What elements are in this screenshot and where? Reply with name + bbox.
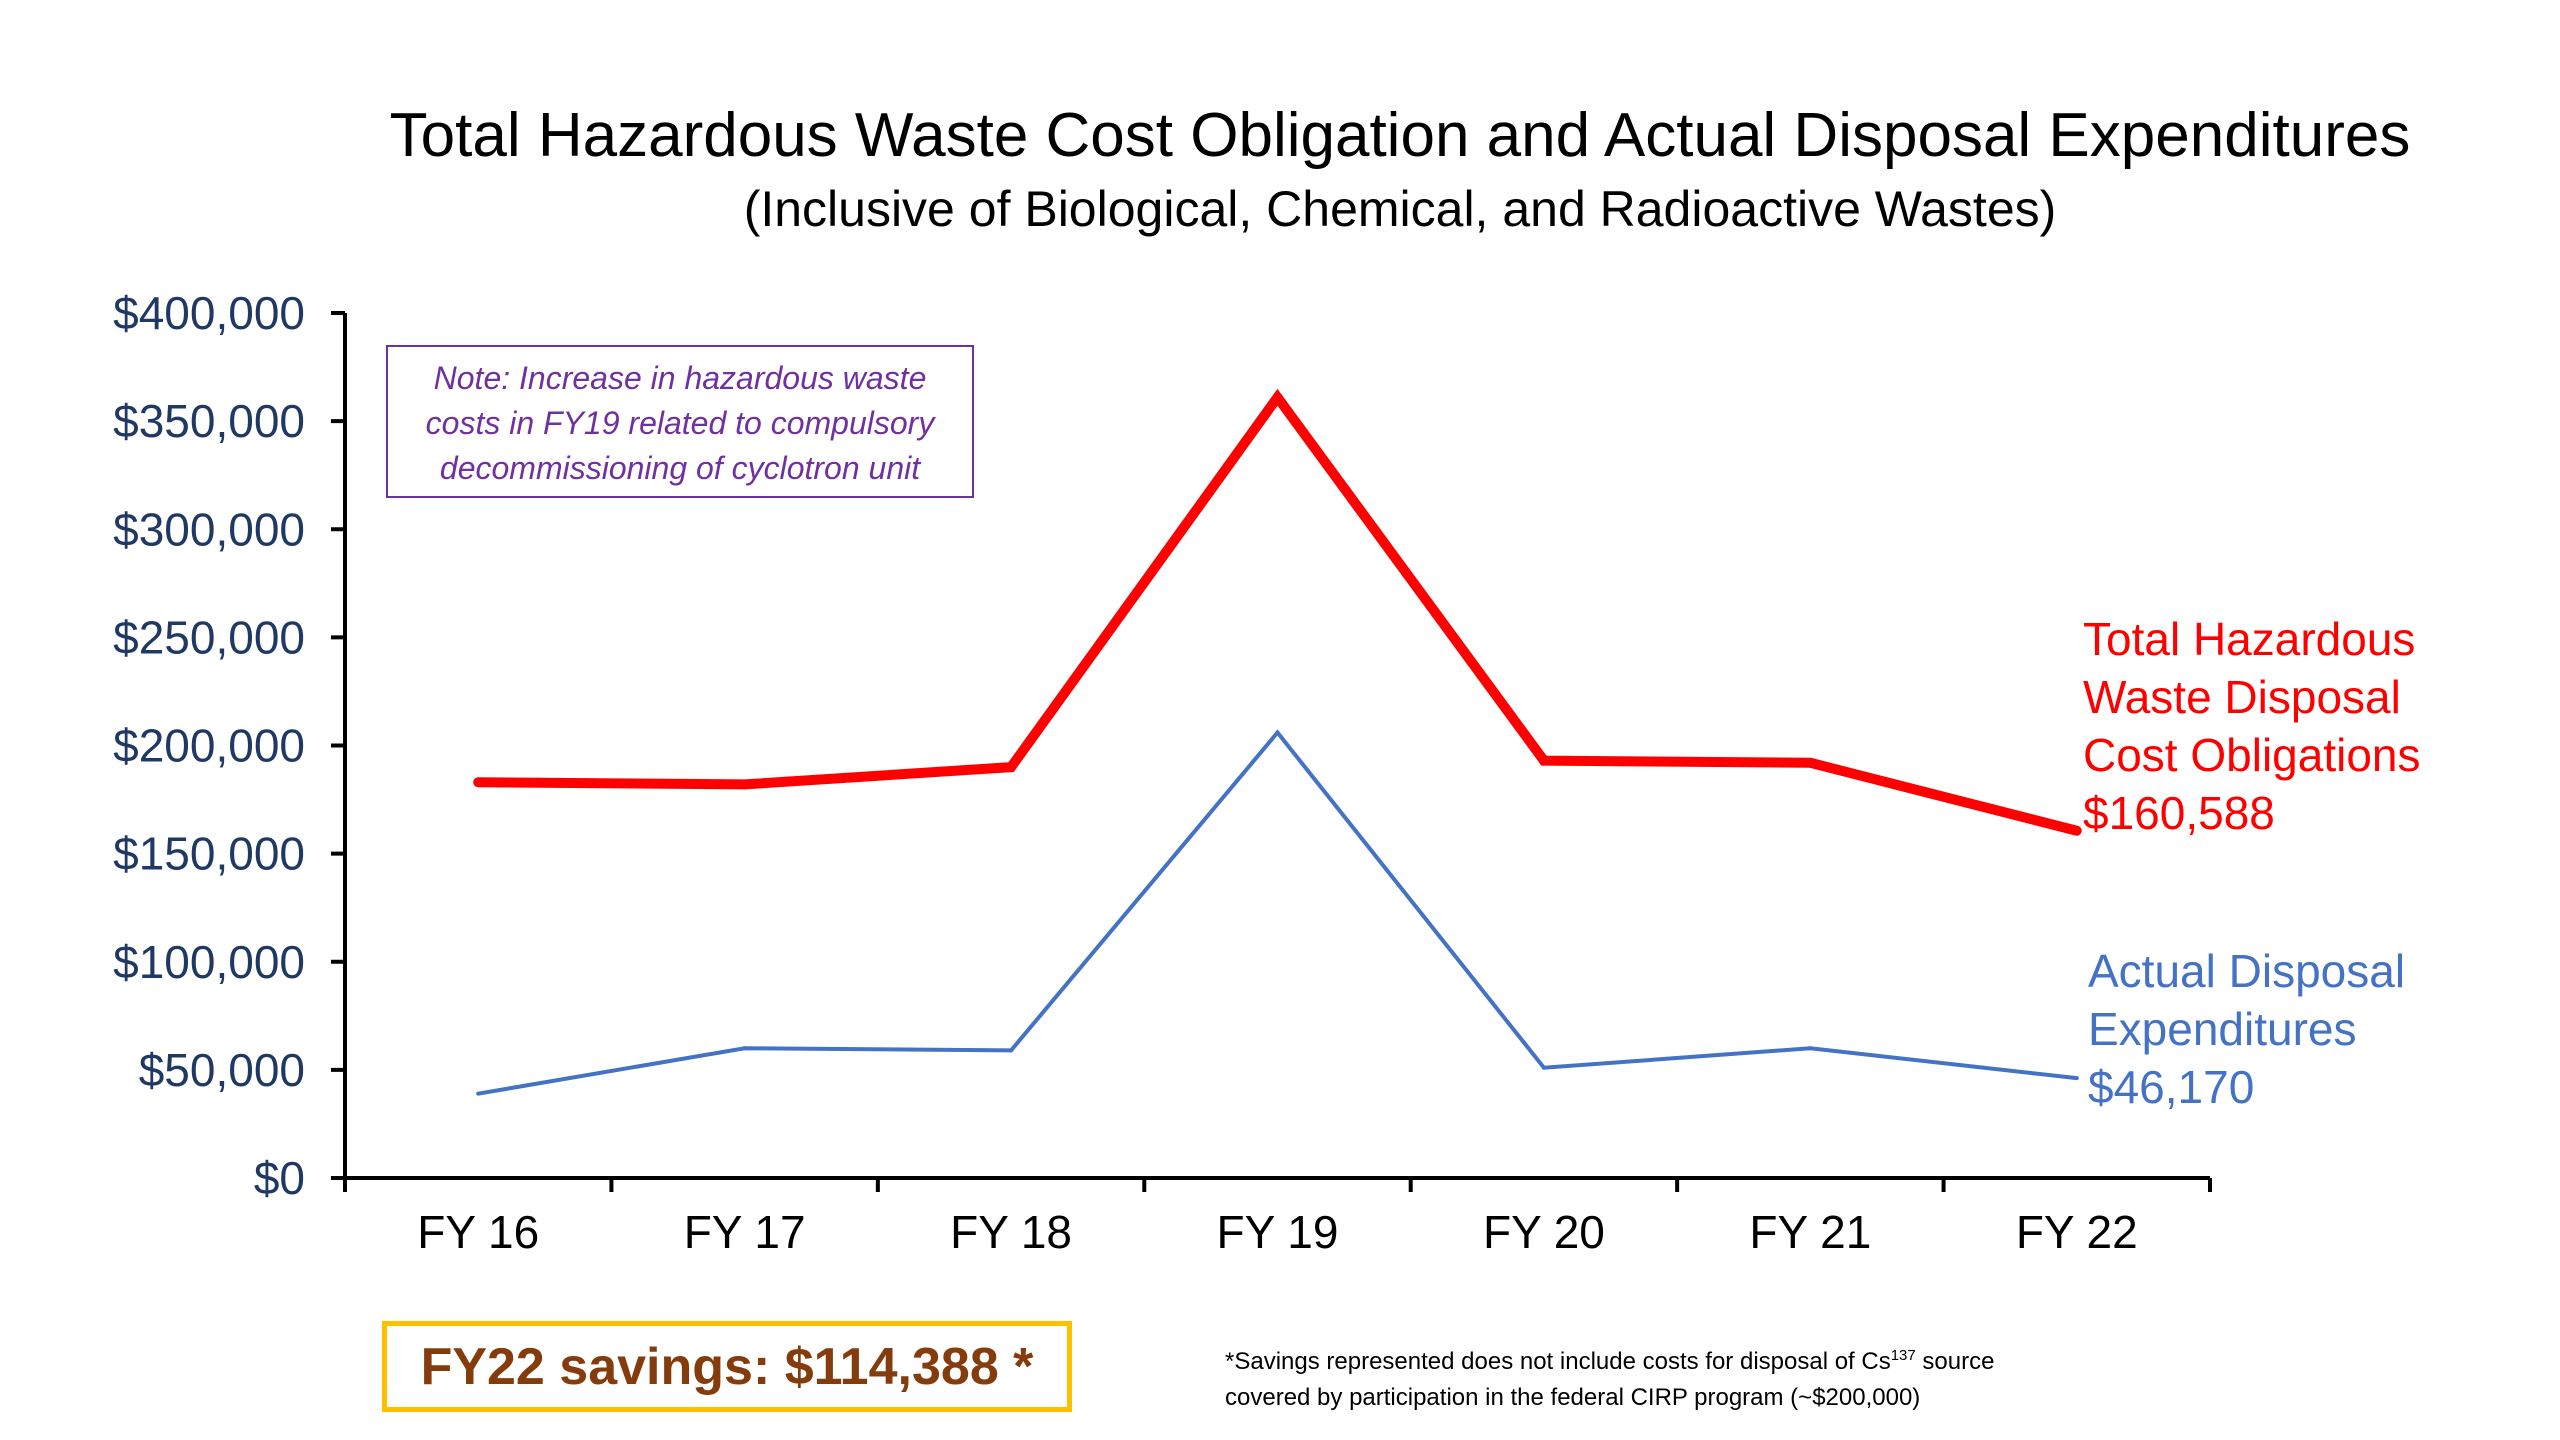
footnote-line-2: covered by participation in the federal … [1225, 1384, 1921, 1411]
footnote-text: *Savings represented does not include co… [1225, 1348, 1891, 1375]
data-point [1538, 755, 1549, 766]
series-label-line: Waste Disposal [2083, 671, 2401, 723]
data-point [1009, 1048, 1014, 1053]
y-tick-label: $150,000 [113, 828, 305, 880]
data-point [1541, 1065, 1546, 1070]
series-label-line: Expenditures [2088, 1003, 2357, 1055]
data-point [742, 1046, 747, 1051]
data-point [1808, 1046, 1813, 1051]
y-tick-label: $250,000 [113, 611, 305, 663]
series-label-actual-expenditures: Actual Disposal Expenditures $46,170 [2088, 942, 2405, 1116]
footnote-superscript: 137 [1890, 1347, 1916, 1364]
x-tick-label: FY 21 [1749, 1206, 1871, 1258]
y-tick-label: $300,000 [113, 503, 305, 555]
data-point [739, 779, 750, 790]
chart-title: Total Hazardous Waste Cost Obligation an… [389, 101, 2411, 170]
chart-subtitle: (Inclusive of Biological, Chemical, and … [743, 181, 2057, 237]
y-tick-label: $50,000 [139, 1044, 305, 1096]
x-tick-label: FY 17 [684, 1206, 806, 1258]
y-tick-label: $200,000 [113, 720, 305, 772]
footnote: *Savings represented does not include co… [1225, 1338, 2225, 1416]
y-tick-label: $350,000 [113, 395, 305, 447]
series-label-line: Total Hazardous [2083, 613, 2416, 665]
savings-callout: FY22 savings: $114,388 * [382, 1321, 1072, 1412]
y-tick-label: $0 [254, 1152, 305, 1204]
y-tick-label: $100,000 [113, 936, 305, 988]
footnote-text: source [1915, 1348, 1995, 1375]
series-label-total-obligations: Total Hazardous Waste Disposal Cost Obli… [2083, 610, 2421, 842]
data-point [476, 1091, 481, 1096]
data-point [2074, 1076, 2079, 1081]
x-tick-label: FY 18 [950, 1206, 1072, 1258]
data-point [1275, 730, 1280, 735]
y-tick-label: $400,000 [113, 287, 305, 339]
data-point [2071, 825, 2082, 836]
x-tick-label: FY 20 [1483, 1206, 1605, 1258]
series-label-line: Cost Obligations [2083, 729, 2421, 781]
x-tick-label: FY 19 [1217, 1206, 1339, 1258]
series-label-line: $160,588 [2083, 787, 2275, 839]
annotation-note: Note: Increase in hazardous waste costs … [386, 345, 974, 498]
series-label-line: Actual Disposal [2088, 945, 2406, 997]
data-point [1272, 392, 1283, 403]
footnote-line-1: *Savings represented does not include co… [1225, 1338, 2225, 1380]
x-tick-label: FY 22 [2016, 1206, 2138, 1258]
data-point [1805, 757, 1816, 768]
annotation-line: Note: Increase in hazardous waste [433, 360, 927, 396]
data-point [1006, 762, 1017, 773]
annotation-line: decommissioning of cyclotron unit [439, 450, 921, 486]
data-point [473, 777, 484, 788]
x-tick-label: FY 16 [417, 1206, 539, 1258]
annotation-line: costs in FY19 related to compulsory [425, 405, 935, 441]
series-label-line: $46,170 [2088, 1061, 2255, 1113]
